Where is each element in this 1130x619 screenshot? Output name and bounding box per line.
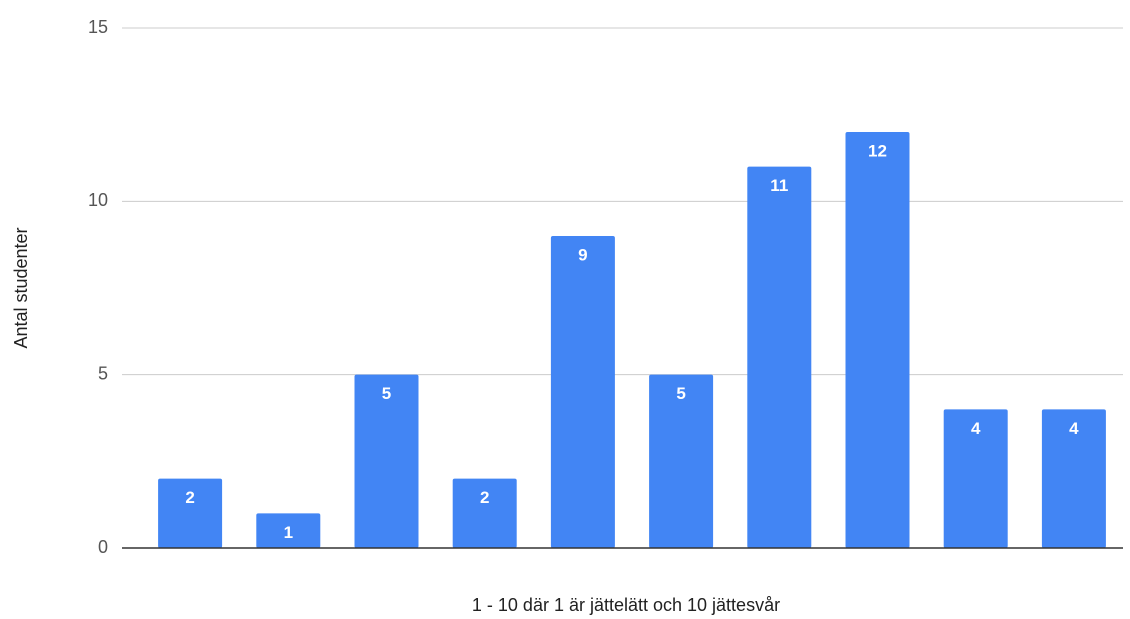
y-tick-label: 5 (98, 363, 108, 383)
bar (354, 374, 419, 548)
data-label: 1 (284, 523, 293, 542)
bar (1041, 409, 1106, 548)
y-tick-label: 0 (98, 537, 108, 557)
data-label: 12 (868, 141, 887, 160)
bar (452, 478, 517, 548)
bar (649, 374, 714, 548)
bar (943, 409, 1008, 548)
data-label: 4 (1069, 419, 1079, 438)
y-tick-label: 15 (88, 17, 108, 37)
data-label: 5 (382, 384, 391, 403)
bar (550, 236, 615, 548)
bar (747, 166, 812, 548)
y-axis-title: Antal studenter (11, 227, 31, 348)
data-label: 11 (770, 176, 788, 195)
bar (256, 513, 321, 548)
bar (845, 132, 910, 548)
data-label: 5 (676, 384, 685, 403)
x-axis-title: 1 - 10 där 1 är jättelätt och 10 jättesv… (472, 595, 780, 615)
y-tick-label: 10 (88, 190, 108, 210)
data-label: 2 (480, 488, 489, 507)
data-label: 9 (578, 245, 587, 264)
data-label: 4 (971, 419, 981, 438)
bar (158, 478, 223, 548)
data-label: 2 (185, 488, 194, 507)
